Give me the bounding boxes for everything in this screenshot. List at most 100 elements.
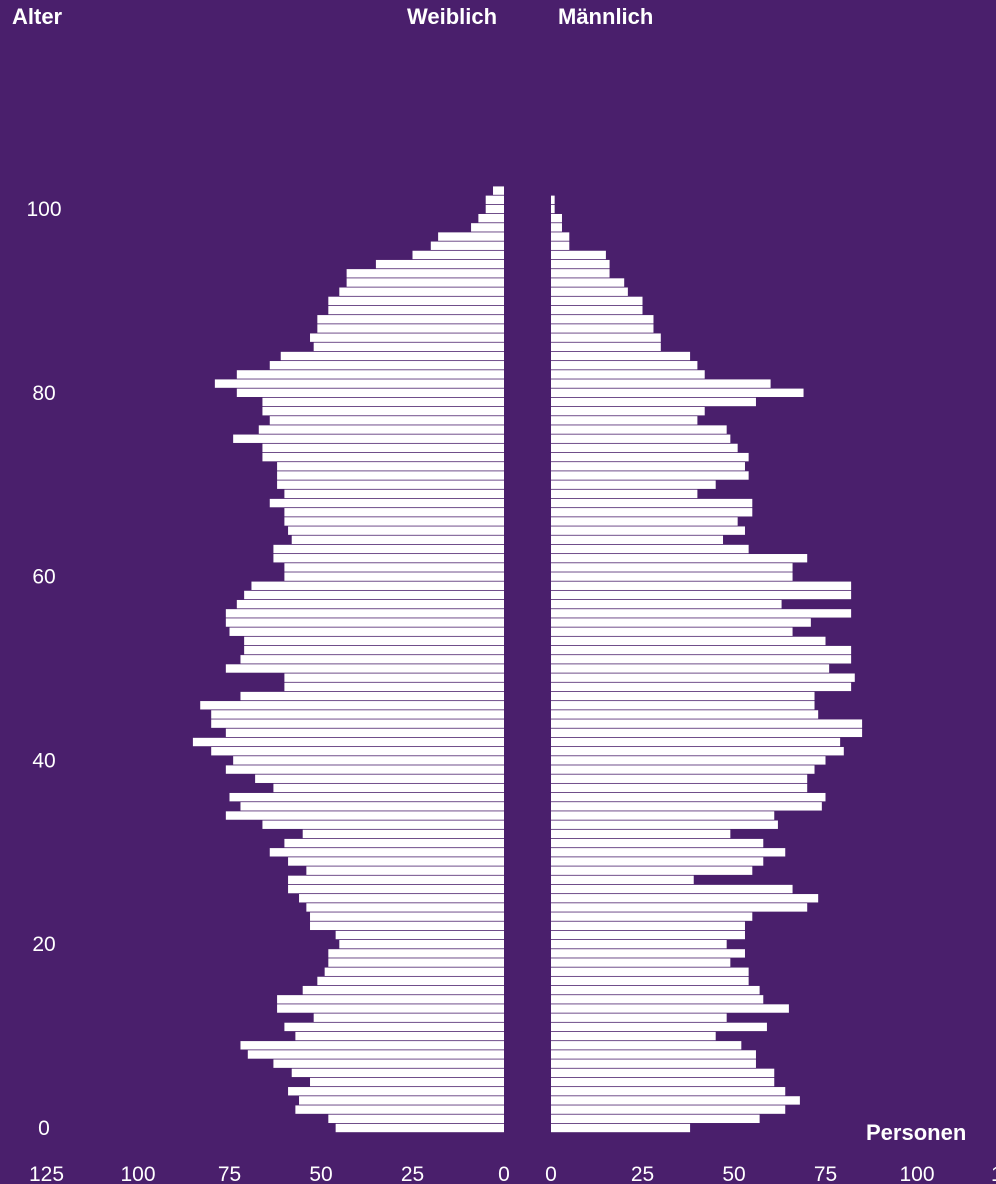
age-tick-60: 60	[32, 566, 55, 589]
male-bar-age-66	[551, 517, 738, 526]
male-bar-age-36	[551, 792, 826, 802]
female-bar-age-26	[288, 884, 504, 894]
female-bar-age-80	[236, 388, 504, 397]
female-bar-age-92	[346, 278, 504, 287]
female-bar-age-30	[269, 848, 504, 857]
male-bar-age-97	[551, 232, 570, 241]
male-bar-age-100	[551, 204, 555, 214]
female-bar-age-69	[284, 489, 504, 499]
male-bar-age-77	[551, 416, 698, 425]
male-bar-age-64	[551, 535, 724, 545]
male-bar-age-13	[551, 1004, 789, 1013]
female-bar-age-90	[328, 296, 504, 306]
male-bar-age-10	[551, 1031, 716, 1041]
male-bar-age-3	[551, 1096, 800, 1105]
male-bar-age-99	[551, 213, 562, 223]
male-bar-age-42	[551, 737, 841, 747]
female-bar-age-63	[273, 544, 504, 554]
male-bar-age-69	[551, 489, 698, 499]
female-bar-age-66	[284, 517, 504, 526]
female-bar-age-91	[339, 287, 504, 296]
male-bar-age-98	[551, 223, 562, 232]
x-tick-labels: 0 0 25 25 50 50 75 75 100 100 125 125	[29, 1163, 996, 1184]
male-bar-age-35	[551, 802, 822, 811]
female-bar-age-61	[284, 563, 504, 572]
male-bar-age-12	[551, 1013, 727, 1022]
age-tick-20: 20	[32, 933, 55, 956]
male-bar-age-49	[551, 673, 855, 682]
male-bar-age-46	[551, 701, 815, 710]
female-bar-age-81	[214, 379, 505, 388]
female-bar-age-35	[240, 802, 505, 811]
male-bar-age-79	[551, 397, 756, 407]
female-bar-age-62	[273, 554, 504, 563]
x-tick-female-0: 0	[498, 1163, 510, 1184]
male-bar-age-5	[551, 1077, 775, 1087]
female-bar-age-67	[284, 508, 504, 517]
male-bar-age-23	[551, 912, 753, 921]
female-bar-age-94	[375, 259, 504, 269]
female-bar-age-23	[310, 912, 504, 921]
female-bar-age-15	[302, 985, 504, 995]
female-bar-age-44	[211, 719, 504, 728]
female-bar-age-83	[269, 361, 504, 370]
male-bar-age-15	[551, 985, 760, 995]
male-bar-age-2	[551, 1105, 786, 1114]
age-axis-title: Alter	[12, 4, 63, 29]
female-bar-age-93	[346, 269, 504, 278]
female-bar-age-13	[277, 1004, 504, 1013]
age-tick-100: 100	[26, 198, 61, 221]
female-bar-age-24	[306, 903, 504, 912]
female-bar-age-36	[229, 792, 504, 802]
female-bar-age-84	[280, 351, 504, 361]
male-bar-age-76	[551, 425, 727, 434]
female-bar-age-87	[317, 324, 504, 333]
female-bar-age-2	[295, 1105, 504, 1114]
male-bar-age-50	[551, 664, 830, 673]
female-series-label: Weiblich	[407, 4, 498, 29]
male-bar-age-92	[551, 278, 625, 287]
female-bar-age-57	[236, 599, 504, 609]
female-bar-age-54	[229, 627, 504, 636]
female-bar-age-7	[273, 1059, 504, 1068]
male-bar-age-67	[551, 508, 753, 517]
female-bar-age-88	[317, 315, 504, 324]
male-bar-age-55	[551, 618, 811, 627]
female-bar-age-29	[288, 857, 504, 866]
female-bar-age-65	[288, 526, 504, 535]
female-bar-age-3	[299, 1096, 504, 1105]
female-bar-age-38	[255, 774, 504, 783]
female-bar-age-1	[328, 1114, 504, 1124]
female-bar-age-76	[258, 425, 504, 434]
x-tick-male-25: 25	[631, 1163, 654, 1184]
female-bar-age-40	[233, 756, 504, 765]
male-bar-age-93	[551, 269, 610, 278]
age-tick-labels: 0 20 40 60 80 100	[26, 198, 61, 1140]
male-bar-age-29	[551, 857, 764, 866]
male-bar-age-82	[551, 370, 705, 379]
age-tick-0: 0	[38, 1117, 50, 1140]
male-bar-age-85	[551, 342, 661, 352]
male-bar-age-68	[551, 498, 753, 508]
male-bar-age-45	[551, 710, 819, 719]
female-bar-age-95	[412, 250, 504, 260]
male-bars	[551, 195, 863, 1133]
male-bar-age-75	[551, 434, 731, 443]
male-bar-age-4	[551, 1087, 786, 1096]
male-bar-age-28	[551, 866, 753, 875]
male-bar-age-71	[551, 471, 749, 480]
male-bar-age-9	[551, 1041, 742, 1050]
female-bar-age-85	[313, 342, 504, 352]
female-bar-age-74	[262, 443, 504, 453]
male-bar-age-56	[551, 609, 852, 618]
female-bar-age-52	[244, 645, 504, 655]
female-bar-age-47	[240, 691, 505, 701]
male-bar-age-88	[551, 315, 654, 324]
male-bar-age-0	[551, 1123, 691, 1133]
female-bar-age-19	[328, 949, 504, 958]
female-bar-age-73	[262, 452, 504, 462]
female-bar-age-12	[313, 1013, 504, 1022]
female-bar-age-10	[295, 1031, 504, 1041]
female-bar-age-31	[284, 838, 504, 848]
